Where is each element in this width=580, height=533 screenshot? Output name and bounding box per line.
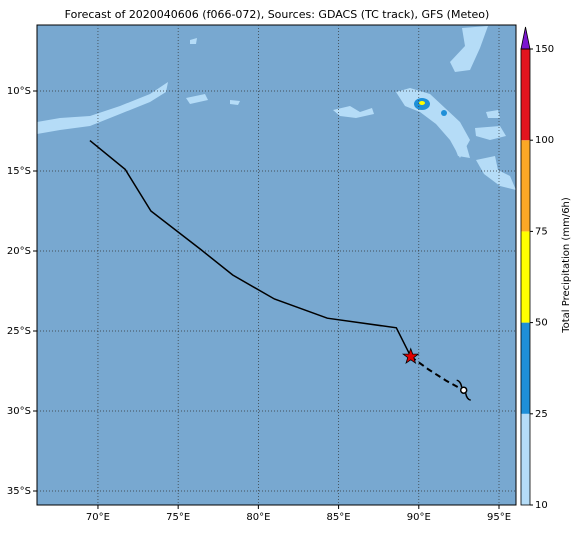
colorbar-tick-label: 25 — [535, 409, 548, 420]
colorbar-tick-label: 10 — [535, 500, 548, 511]
colorbar-segment — [521, 231, 530, 323]
x-tick-label: 80°E — [246, 512, 270, 523]
colorbar-frame — [520, 48, 531, 506]
storm-symbol — [456, 379, 471, 401]
x-tick-label: 75°E — [166, 512, 190, 523]
track-line — [89, 140, 412, 357]
colorbar-tick-label: 100 — [535, 135, 554, 146]
colorbar-tick-label: 150 — [535, 44, 554, 55]
x-tick-label: 70°E — [86, 512, 110, 523]
x-tick-label: 90°E — [407, 512, 431, 523]
y-tick-label: 10°S — [7, 86, 31, 97]
y-tick-label: 30°S — [7, 406, 31, 417]
precipitation-peak — [419, 101, 425, 105]
track-line — [410, 355, 461, 390]
colorbar-segment — [521, 322, 530, 414]
y-tick-label: 25°S — [7, 326, 31, 337]
y-tick-label: 35°S — [7, 486, 31, 497]
colorbar-label: Total Precipitation (mm/6h) — [561, 197, 572, 334]
y-tick-label: 15°S — [7, 166, 31, 177]
colorbar-tick-label: 75 — [535, 226, 548, 237]
colorbar-tick-label: 50 — [535, 318, 548, 329]
colorbar-segment — [521, 413, 530, 505]
x-tick-label: 95°E — [487, 512, 511, 523]
current-position — [402, 347, 420, 365]
precipitation-core — [441, 110, 447, 116]
colorbar-extend — [520, 26, 531, 50]
chart-title: Forecast of 2020040606 (f066-072), Sourc… — [65, 8, 490, 21]
colorbar-segment — [521, 140, 530, 232]
map-frame — [36, 24, 517, 506]
x-tick-label: 85°E — [327, 512, 351, 523]
y-tick-label: 20°S — [7, 246, 31, 257]
colorbar-segment — [521, 49, 530, 141]
ocean — [37, 25, 516, 505]
